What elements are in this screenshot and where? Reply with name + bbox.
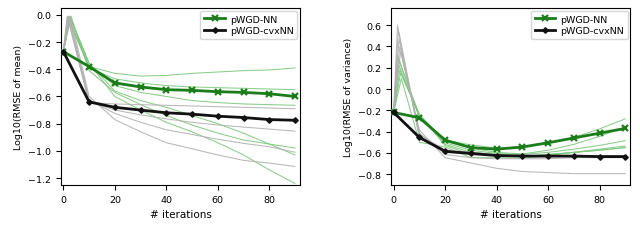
pWGD-cvxNN xyxy=(85,101,93,104)
pWGD-NN xyxy=(518,146,526,149)
pWGD-cvxNN xyxy=(111,106,118,109)
pWGD-NN xyxy=(441,139,449,142)
pWGD-NN xyxy=(415,117,423,120)
Y-axis label: Log10(RMSE of variance): Log10(RMSE of variance) xyxy=(344,38,353,156)
pWGD-cvxNN xyxy=(415,136,423,139)
X-axis label: # iterations: # iterations xyxy=(480,209,541,219)
pWGD-cvxNN xyxy=(163,112,170,115)
pWGD-NN xyxy=(188,90,196,92)
Line: pWGD-cvxNN: pWGD-cvxNN xyxy=(61,50,297,123)
Line: pWGD-NN: pWGD-NN xyxy=(60,49,298,100)
pWGD-cvxNN xyxy=(441,150,449,153)
pWGD-cvxNN xyxy=(390,112,397,114)
X-axis label: # iterations: # iterations xyxy=(150,209,211,219)
pWGD-NN xyxy=(60,51,67,54)
pWGD-NN xyxy=(291,96,299,99)
pWGD-cvxNN xyxy=(239,117,247,119)
pWGD-NN xyxy=(137,86,145,89)
pWGD-NN xyxy=(390,112,397,114)
pWGD-NN xyxy=(111,82,118,85)
pWGD-cvxNN xyxy=(291,119,299,122)
pWGD-NN xyxy=(493,148,500,151)
pWGD-NN xyxy=(570,137,578,140)
pWGD-NN xyxy=(163,89,170,92)
pWGD-NN xyxy=(596,132,604,135)
pWGD-NN xyxy=(266,93,273,96)
pWGD-cvxNN xyxy=(493,155,500,157)
Legend: pWGD-NN, pWGD-cvxNN: pWGD-NN, pWGD-cvxNN xyxy=(531,12,628,40)
Line: pWGD-NN: pWGD-NN xyxy=(390,110,628,153)
pWGD-NN xyxy=(621,128,629,130)
pWGD-NN xyxy=(544,142,552,145)
pWGD-NN xyxy=(85,66,93,69)
pWGD-cvxNN xyxy=(188,113,196,116)
Legend: pWGD-NN, pWGD-cvxNN: pWGD-NN, pWGD-cvxNN xyxy=(200,12,298,40)
pWGD-cvxNN xyxy=(621,155,629,158)
pWGD-cvxNN xyxy=(60,51,67,54)
pWGD-cvxNN xyxy=(570,155,578,158)
Line: pWGD-cvxNN: pWGD-cvxNN xyxy=(392,111,627,159)
pWGD-cvxNN xyxy=(137,109,145,112)
pWGD-cvxNN xyxy=(214,115,221,118)
pWGD-cvxNN xyxy=(467,152,475,155)
pWGD-NN xyxy=(467,147,475,149)
pWGD-NN xyxy=(239,92,247,94)
Y-axis label: Log10(RMSE of mean): Log10(RMSE of mean) xyxy=(13,45,22,149)
pWGD-cvxNN xyxy=(518,155,526,158)
pWGD-cvxNN xyxy=(596,155,604,158)
pWGD-cvxNN xyxy=(544,155,552,158)
pWGD-NN xyxy=(214,91,221,94)
pWGD-cvxNN xyxy=(266,119,273,121)
